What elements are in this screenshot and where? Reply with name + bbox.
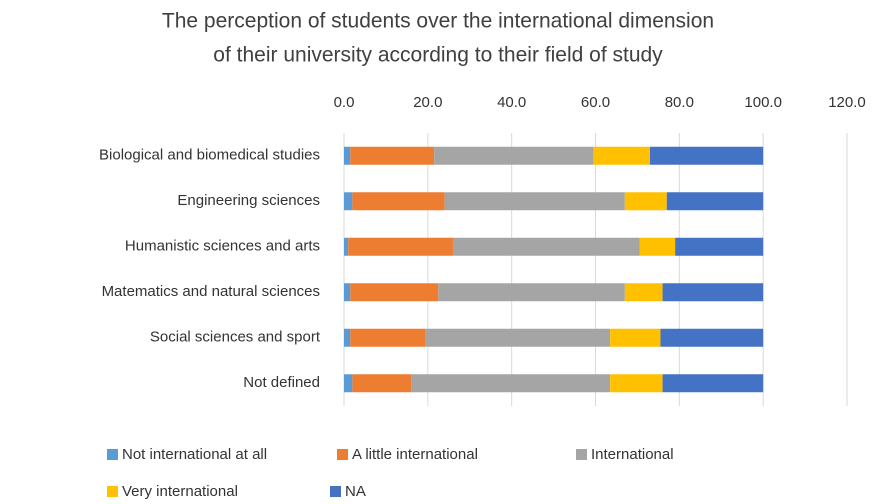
legend-swatch [330,486,341,497]
bar-segment [350,328,426,347]
bar-segment [649,146,764,165]
bar-segment [434,146,594,165]
bar-segment [348,237,453,256]
y-tick-label: Humanistic sciences and arts [125,238,320,255]
bar-segment [350,146,435,165]
y-tick-label: Social sciences and sport [150,329,321,346]
bar-segment [350,283,439,302]
bar-segment [610,374,663,393]
y-tick-label: Matematics and natural sciences [102,283,320,300]
legend-label: A little international [352,446,478,463]
x-tick-label: 20.0 [413,94,442,111]
legend-swatch [576,449,587,460]
bar-segment [425,328,611,347]
bar-segment [344,283,351,302]
x-tick-label: 0.0 [334,94,355,111]
bar-segment [344,192,353,211]
y-tick-label: Biological and biomedical studies [99,147,320,164]
legend-swatch [107,449,118,460]
x-tick-label: 40.0 [497,94,526,111]
x-tick-label: 60.0 [581,94,610,111]
bar-segment [344,237,349,256]
bar-segment [660,328,764,347]
bar-segment [344,146,351,165]
chart-title: of their university according to their f… [213,44,663,67]
bar-segment [352,374,412,393]
bar-segment [444,192,625,211]
bar-segment [624,283,663,302]
bar-segment [593,146,650,165]
legend-label: Not international at all [122,446,267,463]
legend-label: NA [345,483,366,500]
legend-swatch [107,486,118,497]
bar-segment [452,237,640,256]
bar-segment [675,237,764,256]
x-tick-label: 100.0 [744,94,782,111]
bar-segment [624,192,667,211]
legend-label: Very international [122,483,238,500]
bar-segment [666,192,764,211]
bar-segment [639,237,676,256]
x-tick-label: 120.0 [828,94,866,111]
legend-swatch [337,449,348,460]
y-tick-label: Not defined [243,374,320,391]
bar-segment [662,283,764,302]
x-tick-label: 80.0 [665,94,694,111]
bar-segment [411,374,611,393]
bar-segment [352,192,445,211]
bar-segment [344,328,351,347]
bar-segment [662,374,764,393]
bar-segment [610,328,661,347]
bar-segment [438,283,625,302]
y-tick-label: Engineering sciences [177,192,320,209]
legend-label: International [591,446,674,463]
chart-title: The perception of students over the inte… [162,10,714,33]
bar-segment [344,374,353,393]
